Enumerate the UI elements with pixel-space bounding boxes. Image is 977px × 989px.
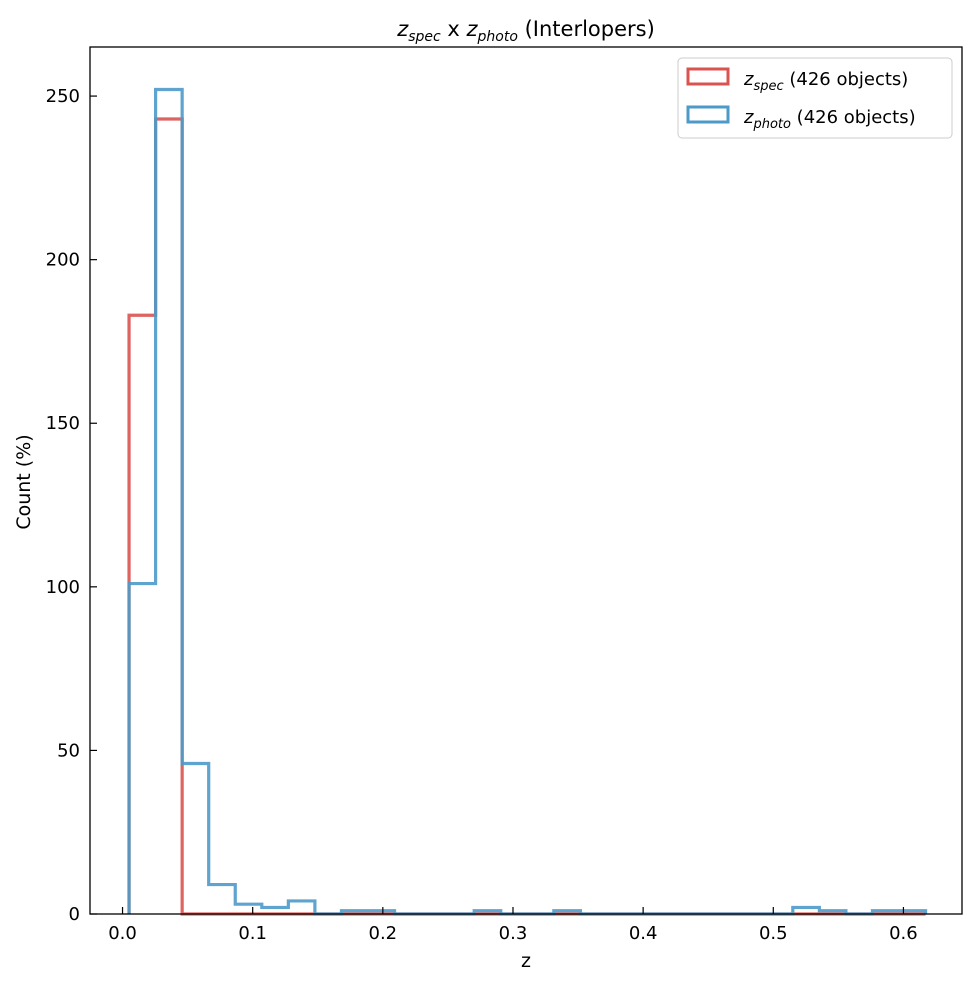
x-tick-label: 0.4 (629, 923, 658, 944)
x-tick-label: 0.1 (238, 923, 267, 944)
y-tick-label: 0 (69, 904, 80, 925)
y-tick-label: 100 (46, 577, 80, 598)
x-tick-label: 0.3 (499, 923, 528, 944)
legend-box (677, 57, 953, 139)
y-tick-label: 200 (46, 250, 80, 271)
legend: zspec (426 objects) zphoto (426 objects) (677, 57, 953, 139)
plot-area: 0.0 0.1 0.2 0.3 0.4 0.5 0.6 0 50 100 150 200 250 (46, 46, 963, 944)
x-tick-label: 0.0 (108, 923, 137, 944)
legend-label-z-spec: zspec (426 objects) (743, 69, 908, 94)
x-axis-ticks: 0.0 0.1 0.2 0.3 0.4 0.5 0.6 (108, 907, 918, 944)
y-tick-label: 150 (46, 413, 80, 434)
y-tick-label: 250 (46, 86, 80, 107)
histogram-step-z-photo (127, 87, 928, 916)
y-axis-label: Count (%) (13, 434, 35, 529)
x-axis-label: z (521, 950, 531, 972)
legend-label-z-photo: zphoto (426 objects) (743, 107, 916, 132)
chart-title: zspec x zphoto (Interlopers) (396, 17, 655, 45)
x-tick-label: 0.2 (369, 923, 398, 944)
x-tick-label: 0.6 (889, 923, 918, 944)
legend-swatch-z-spec (686, 67, 730, 86)
x-tick-label: 0.5 (759, 923, 788, 944)
axes-frame (89, 46, 963, 915)
legend-swatch-z-photo (686, 105, 730, 124)
y-tick-label: 50 (57, 740, 80, 761)
y-axis-ticks: 0 50 100 150 200 250 (46, 86, 97, 925)
